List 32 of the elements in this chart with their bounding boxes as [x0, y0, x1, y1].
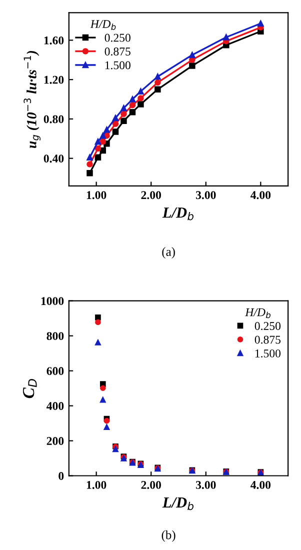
- x-tick-label: 4.00: [250, 191, 271, 200]
- y-tick-label: 0: [58, 472, 64, 480]
- legend-label: 0.875: [254, 336, 281, 344]
- x-tick-label: 1.00: [86, 191, 106, 200]
- legend-label: 0.250: [254, 322, 281, 330]
- x-tick-label: 4.00: [250, 480, 271, 489]
- legend-label: 1.500: [105, 61, 130, 70]
- legend-label: 1.500: [255, 349, 281, 358]
- text: (a): [162, 247, 175, 258]
- y-tick-label: 800: [46, 332, 64, 340]
- x-tick-label: 1.00: [86, 480, 106, 489]
- y-tick-label: 1000: [41, 297, 64, 306]
- x-axis-title: L/D$_{b}$: [162, 208, 194, 220]
- legend-title: H/D$_{b}$: [245, 308, 270, 318]
- y-axis-title: C$_{D}$: [22, 379, 37, 398]
- y-tick-label: 0.40: [44, 154, 64, 163]
- x-tick-label: 3.00: [196, 191, 216, 200]
- y-tick-label: 200: [46, 437, 64, 445]
- x-tick-label: 2.00: [141, 480, 161, 489]
- y-axis-title: u$_{g}$ (10$^{−3}$ lu·ts$^{−1}$): [24, 50, 41, 148]
- x-axis-title: L/D$_{b}$: [162, 497, 194, 510]
- legend-label: 0.875: [104, 48, 130, 56]
- y-tick-label: 1.20: [44, 76, 64, 84]
- y-tick-label: 0.80: [44, 115, 64, 124]
- legend-title: H/D$_{b}$: [90, 20, 116, 30]
- legend-label: 0.250: [104, 34, 130, 42]
- y-tick-label: 400: [46, 402, 64, 410]
- y-tick-label: 600: [46, 367, 64, 376]
- x-tick-label: 2.00: [141, 191, 161, 200]
- y-tick-label: 1.60: [44, 36, 64, 44]
- x-tick-label: 3.00: [196, 480, 216, 489]
- text: (b): [162, 530, 176, 542]
